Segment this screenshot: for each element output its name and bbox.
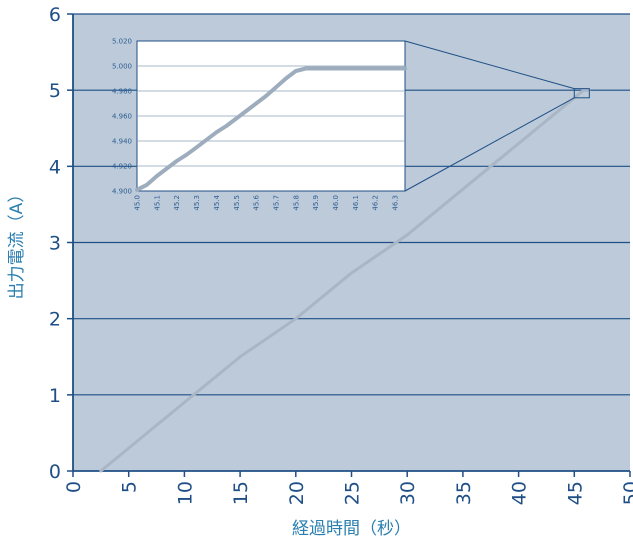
inset-x-tick-label: 46.2	[372, 195, 380, 211]
inset-x-tick-label: 46.3	[392, 195, 400, 211]
x-tick-label: 25	[342, 481, 364, 505]
inset-x-tick-label: 46.1	[352, 195, 360, 211]
inset-y-tick-label: 4.920	[112, 163, 132, 171]
inset-x-tick-label: 45.1	[153, 195, 161, 211]
inset-x-tick-label: 45.3	[193, 195, 201, 211]
inset-x-tick-label: 45.0	[134, 195, 142, 211]
main-axes	[67, 13, 631, 477]
x-tick-label: 0	[63, 481, 85, 493]
zoom-connector-line	[404, 40, 575, 90]
x-tick-label: 10	[174, 481, 196, 505]
x-tick-label: 50	[620, 481, 633, 505]
y-tick-label: 0	[49, 461, 61, 483]
y-tick-label: 6	[49, 4, 61, 26]
inset-x-tick-label: 45.7	[272, 195, 280, 211]
y-tick-label: 4	[49, 156, 61, 178]
x-axis-label: 経過時間（秒）	[292, 519, 411, 539]
x-tick-label: 45	[564, 481, 586, 505]
inset-y-tick-label: 4.980	[112, 88, 132, 96]
inset-x-tick-label: 45.4	[213, 194, 221, 210]
series-line	[99, 88, 591, 473]
inset-x-tick-label: 45.5	[233, 195, 241, 211]
x-tick-label: 15	[230, 481, 252, 505]
y-tick-label: 1	[49, 385, 61, 407]
x-tick-label: 5	[119, 481, 141, 493]
inset-y-tick-label: 5.000	[112, 63, 132, 71]
inset-y-tick-label: 4.940	[112, 138, 132, 146]
zoom-region-box	[573, 88, 590, 99]
inset-x-tick-label: 45.8	[292, 195, 300, 211]
zoom-connector-line	[404, 97, 575, 192]
inset-y-tick-label: 5.020	[112, 38, 132, 46]
inset-x-tick-label: 45.2	[173, 195, 181, 211]
inset-x-tick-label: 45.9	[312, 195, 320, 211]
inset-series-line	[135, 66, 407, 192]
y-axis-label: 出力電流（A）	[7, 186, 27, 300]
inset-zoom-chart: 4.900 4.920 4.940 4.960 4.980 5.000 5.020 45.0 4…	[112, 38, 407, 211]
x-tick-label: 30	[397, 481, 419, 505]
y-tick-label: 3	[49, 233, 61, 255]
main-series	[99, 88, 591, 473]
x-tick-label: 20	[286, 481, 308, 505]
zoom-connectors	[404, 40, 590, 192]
inset-x-tick-label: 45.6	[253, 194, 261, 210]
x-tick-label: 35	[453, 481, 475, 505]
inset-x-tick-label: 46.0	[332, 195, 340, 211]
y-tick-label: 2	[49, 309, 61, 331]
inset-y-tick-label: 4.900	[112, 188, 132, 196]
inset-y-tick-label: 4.960	[112, 113, 132, 121]
x-tick-label: 40	[509, 481, 531, 505]
y-tick-label: 5	[49, 80, 61, 102]
